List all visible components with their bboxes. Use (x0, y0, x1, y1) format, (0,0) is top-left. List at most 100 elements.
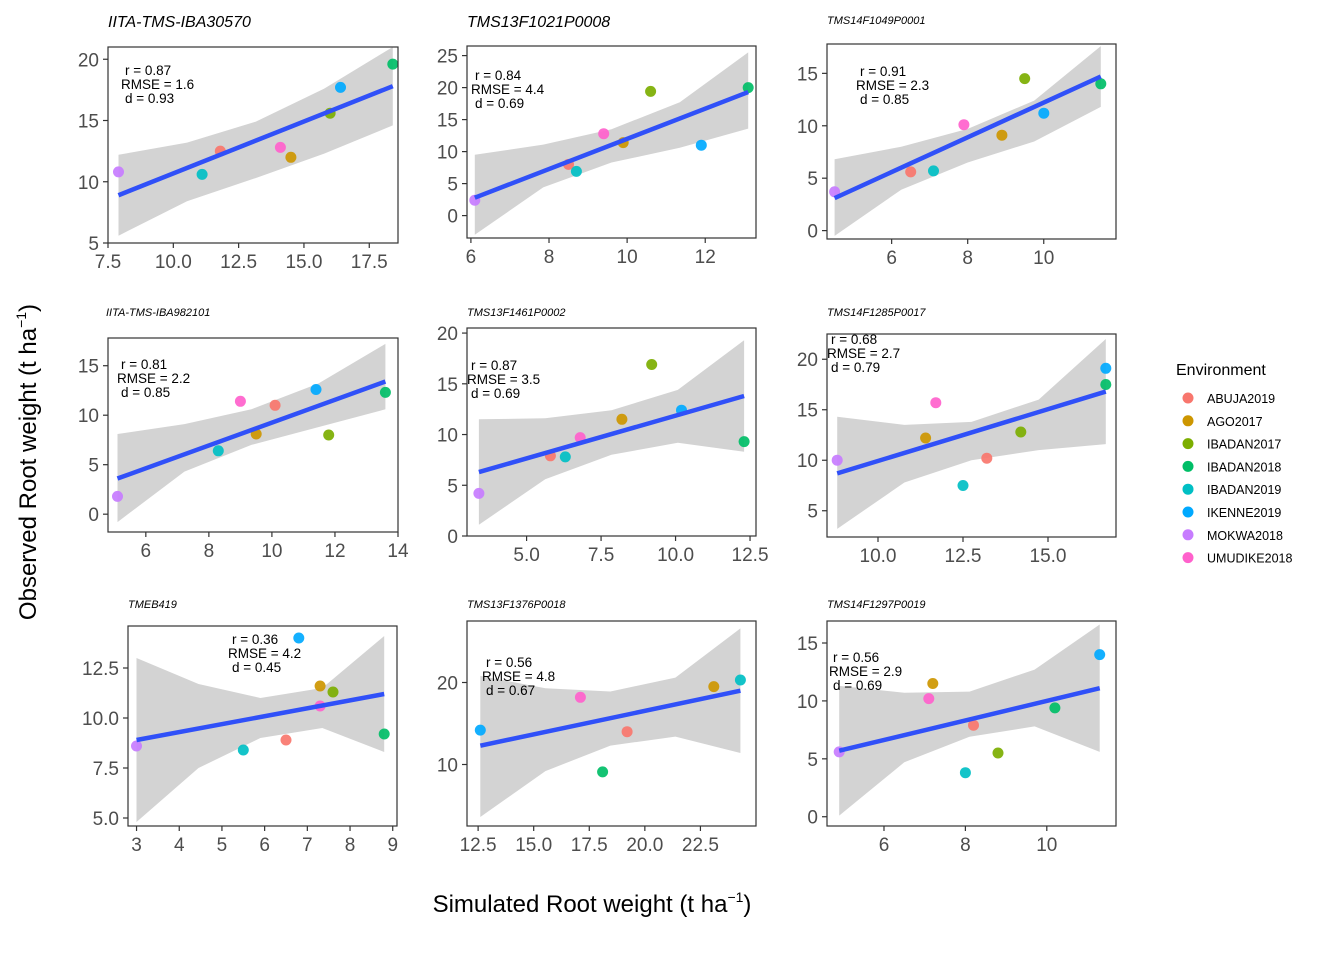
y-tick-label: 10 (797, 692, 818, 713)
x-tick-label: 10 (1036, 835, 1057, 856)
stat-label: RMSE = 4.2 (228, 646, 301, 661)
y-tick-label: 25 (437, 47, 458, 68)
regression-line (478, 393, 745, 475)
data-point (131, 740, 142, 752)
data-point (831, 454, 843, 466)
data-point (616, 413, 628, 425)
panel-border (826, 333, 1117, 538)
x-tick-label: 10 (617, 247, 638, 268)
stat-label: r = 0.91 (860, 64, 906, 79)
x-tick-label: 17.5 (571, 835, 608, 856)
y-tick-label: 15 (78, 357, 99, 378)
data-point (1019, 73, 1031, 85)
data-point (327, 686, 339, 698)
data-point (387, 58, 398, 70)
x-axis-title: Simulated Root weight (t ha−1) (433, 889, 752, 918)
y-tick-label: 15 (437, 375, 458, 396)
x-tick-label: 6 (259, 835, 270, 856)
stat-label: r = 0.84 (475, 68, 522, 83)
regression-line (474, 89, 749, 200)
data-point (310, 384, 322, 395)
y-tick-label: 15 (797, 64, 818, 85)
panel-border (826, 43, 1117, 240)
stat-label: d = 0.69 (471, 386, 520, 401)
y-tick-label: 10 (437, 756, 458, 777)
x-tick-label: 17.5 (351, 252, 388, 273)
data-point (734, 674, 746, 686)
x-tick-label: 6 (141, 541, 152, 562)
x-tick-label: 10 (1033, 248, 1054, 269)
data-point (113, 166, 124, 178)
stat-label: d = 0.67 (486, 683, 535, 698)
x-tick-label: 15.0 (1030, 546, 1067, 567)
x-tick-label: 6 (886, 248, 897, 269)
x-tick-label: 10.0 (860, 546, 897, 567)
data-point (1095, 78, 1107, 90)
data-point (237, 744, 249, 756)
stat-label: d = 0.93 (125, 91, 174, 106)
data-point (1038, 107, 1050, 119)
x-tick-label: 12.5 (220, 252, 257, 273)
panel-title: IITA-TMS-IBA30570 (108, 14, 251, 31)
legend-swatch (1182, 529, 1194, 541)
y-tick-label: 0 (447, 207, 458, 228)
legend-swatch (1182, 392, 1194, 404)
x-tick-label: 8 (544, 247, 555, 268)
stat-label: r = 0.36 (232, 632, 278, 647)
stat-label: r = 0.87 (125, 63, 171, 78)
data-point (981, 452, 993, 464)
y-axis-title: Observed Root weight (t ha−1) (13, 304, 42, 620)
x-tick-label: 22.5 (682, 835, 719, 856)
data-point (379, 386, 391, 398)
stat-label: RMSE = 2.9 (829, 664, 902, 679)
x-tick-label: 12 (695, 247, 716, 268)
x-tick-label: 15.0 (285, 252, 322, 273)
x-tick-label: 8 (204, 541, 215, 562)
data-point (285, 151, 297, 163)
legend: Environment ABUJA2019 AGO2017 IBADAN2017 IB… (1176, 362, 1292, 566)
y-tick-label: 5.0 (93, 809, 119, 830)
data-point (645, 85, 657, 97)
y-tick-label: 5 (88, 234, 99, 255)
data-point (293, 632, 305, 644)
regression-line (836, 389, 1107, 476)
data-point (920, 432, 932, 444)
x-tick-label: 8 (345, 835, 356, 856)
x-tick-label: 5 (217, 835, 228, 856)
stat-label: RMSE = 2.2 (117, 371, 190, 386)
y-tick-label: 10 (437, 143, 458, 164)
data-point (212, 445, 224, 457)
data-point (574, 691, 586, 703)
panel-title: TMS14F1297P0019 (827, 599, 925, 611)
legend-swatch (1182, 483, 1194, 495)
stat-label: d = 0.85 (860, 92, 909, 107)
y-tick-label: 10.0 (82, 709, 119, 730)
y-tick-label: 5 (88, 456, 99, 477)
regression-line (116, 379, 387, 481)
data-point (1100, 379, 1112, 390)
y-tick-label: 15 (797, 634, 818, 655)
stat-label: RMSE = 2.3 (856, 78, 929, 93)
panel-border (107, 337, 399, 533)
stat-label: RMSE = 2.7 (827, 346, 900, 361)
data-point (269, 399, 281, 411)
legend-label: IBADAN2017 (1207, 438, 1281, 452)
panel-border (466, 620, 757, 827)
y-tick-label: 20 (437, 674, 458, 695)
data-point (378, 728, 390, 740)
data-point (598, 128, 610, 140)
x-tick-label: 10.0 (155, 252, 192, 273)
data-point (1094, 649, 1106, 661)
data-point (1015, 426, 1027, 438)
